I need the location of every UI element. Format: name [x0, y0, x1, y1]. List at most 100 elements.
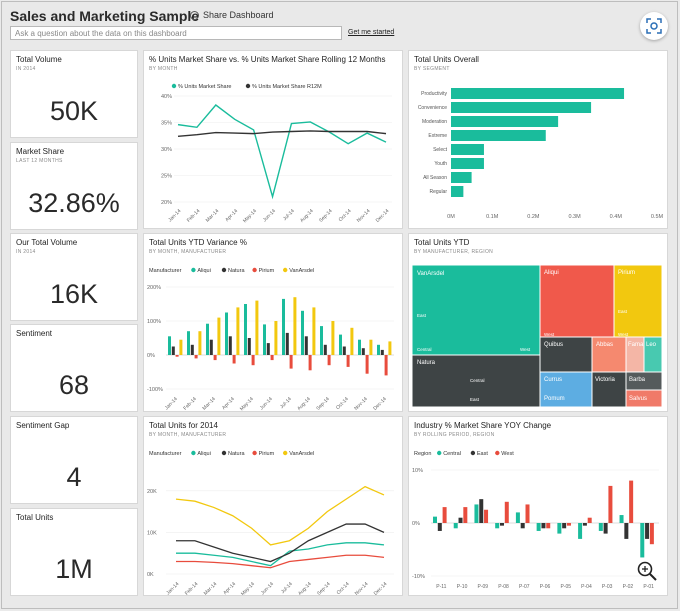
tile-ytd-variance[interactable]: Total Units YTD Variance % BY MONTH, MAN… — [143, 233, 403, 412]
x-tick-label: P-10 — [457, 584, 468, 590]
bar — [380, 349, 384, 355]
x-tick-label: Dec-14 — [375, 208, 391, 224]
bar — [557, 523, 562, 534]
x-tick-label: 0.1M — [486, 214, 499, 220]
bar — [301, 310, 304, 355]
legend-swatch — [221, 267, 227, 273]
x-tick-label: P-11 — [436, 584, 446, 590]
x-tick-label: May-14 — [240, 581, 256, 595]
x-tick-label: P-08 — [498, 584, 509, 590]
kpi-tile-market-share[interactable]: Market Share LAST 12 MONTHS 32.86% — [10, 142, 138, 230]
treemap-label: West — [544, 332, 555, 337]
tile-market-share-line[interactable]: % Units Market Share vs. % Units Market … — [143, 50, 403, 229]
x-tick-label: Dec-14 — [372, 396, 388, 411]
tile-units-overall[interactable]: Total Units Overall BY SEGMENT Productiv… — [408, 50, 668, 229]
bar — [608, 485, 613, 523]
focus-mode-button[interactable] — [640, 12, 668, 40]
tile-industry-share[interactable]: Industry % Market Share YOY Change BY RO… — [408, 416, 668, 596]
bar — [270, 355, 274, 361]
bar — [598, 523, 603, 531]
x-tick-label: Sep-14 — [316, 581, 332, 595]
kpi-subtitle: LAST 12 MONTHS — [16, 158, 63, 164]
legend-title: Region — [414, 451, 431, 457]
x-tick-label: Sep-14 — [315, 396, 331, 411]
treemap-label: West — [520, 347, 531, 352]
chart-subtitle: BY SEGMENT — [414, 66, 450, 72]
x-tick-label: Apr-14 — [224, 208, 239, 223]
legend-swatch — [221, 450, 227, 456]
x-tick-label: Dec-14 — [373, 581, 389, 595]
bar — [323, 344, 327, 355]
kpi-tile-our-total-volume[interactable]: Our Total Volume IN 2014 16K — [10, 233, 138, 321]
share-dashboard-button[interactable]: Share Dashboard — [190, 10, 274, 20]
get-started-link[interactable]: Get me started — [348, 29, 395, 36]
kpi-tile-sentiment[interactable]: Sentiment 68 — [10, 324, 138, 412]
ytd-variance-bar-chart: Manufacturer Aliqui Natura Pirium VanArsdel 2… — [147, 267, 394, 411]
x-tick-label: Oct-14 — [338, 208, 353, 223]
bar — [451, 130, 546, 141]
kpi-value: 68 — [58, 370, 90, 400]
treemap-cell — [411, 354, 541, 408]
dashboard-title: Sales and Marketing Sample — [10, 8, 200, 24]
x-tick-label: Nov-14 — [353, 396, 369, 411]
bar — [255, 300, 259, 355]
bar — [339, 334, 342, 355]
series-line — [176, 554, 385, 569]
x-tick-label: P-01 — [643, 584, 654, 590]
qna-input[interactable]: Ask a question about the data on this da… — [10, 26, 342, 40]
legend-label: VanArsdel — [289, 268, 314, 274]
bar — [458, 517, 463, 523]
bar — [331, 321, 335, 355]
kpi-title: Sentiment — [16, 329, 53, 338]
chart-subtitle: BY ROLLING PERIOD, REGION — [414, 432, 495, 438]
bar — [463, 507, 468, 523]
x-tick-label: Feb-14 — [184, 581, 200, 595]
bar — [251, 355, 255, 366]
x-tick-label: Nov-14 — [354, 581, 370, 595]
x-tick-label: Feb-14 — [182, 396, 198, 411]
bar — [619, 515, 624, 523]
legend-label: Natura — [228, 451, 245, 457]
legend-label: Aliqui — [197, 268, 210, 274]
share-icon — [190, 10, 199, 20]
bar — [499, 523, 504, 526]
treemap-label: Central — [417, 347, 432, 352]
bar — [388, 341, 392, 355]
legend-swatch — [437, 450, 442, 456]
tile-units-2014[interactable]: Total Units for 2014 BY MONTH, MANUFACTU… — [143, 416, 403, 596]
bar — [304, 336, 308, 355]
x-tick-label: Jun-14 — [259, 396, 274, 411]
bar — [377, 344, 380, 355]
tile-units-ytd-treemap[interactable]: Total Units YTD BY MANUFACTURER, REGION … — [408, 233, 668, 412]
zoom-in-button[interactable] — [636, 560, 658, 587]
y-tick-label: -10% — [412, 574, 425, 580]
x-tick-label: 0.4M — [610, 214, 623, 220]
chart-subtitle: BY MONTH — [149, 66, 178, 72]
kpi-value: 32.86% — [28, 188, 120, 218]
kpi-subtitle: IN 2014 — [16, 66, 36, 72]
legend-swatch — [245, 83, 251, 89]
treemap-label: Aliqui — [544, 270, 559, 276]
x-tick-label: Apr-14 — [221, 396, 236, 411]
bar — [504, 501, 509, 523]
treemap-label: Salvus — [629, 396, 647, 402]
bar — [442, 507, 447, 523]
kpi-tile-total-volume[interactable]: Total Volume IN 2014 50K — [10, 50, 138, 138]
bar — [649, 523, 654, 545]
treemap-label: Pomum — [544, 396, 565, 402]
kpi-tile-total-units[interactable]: Total Units 1M — [10, 508, 138, 596]
category-label: Extreme — [428, 133, 447, 139]
kpi-tile-sentiment-gap[interactable]: Sentiment Gap 4 — [10, 416, 138, 504]
chart-title: Total Units Overall — [414, 55, 479, 64]
bar — [308, 355, 312, 371]
y-tick-label: 10K — [147, 530, 157, 536]
bar — [342, 346, 346, 355]
industry-share-bar-chart: Region Central East West 10% 0% -10% P-11 P-10 P-… — [412, 450, 659, 590]
bar — [451, 158, 484, 169]
bar — [190, 344, 194, 355]
y-tick-label: 35% — [161, 121, 172, 127]
x-tick-label: Jan-14 — [167, 208, 182, 223]
treemap-label: East — [417, 313, 427, 318]
focus-icon — [646, 18, 662, 34]
x-tick-label: Jun-14 — [260, 581, 275, 595]
